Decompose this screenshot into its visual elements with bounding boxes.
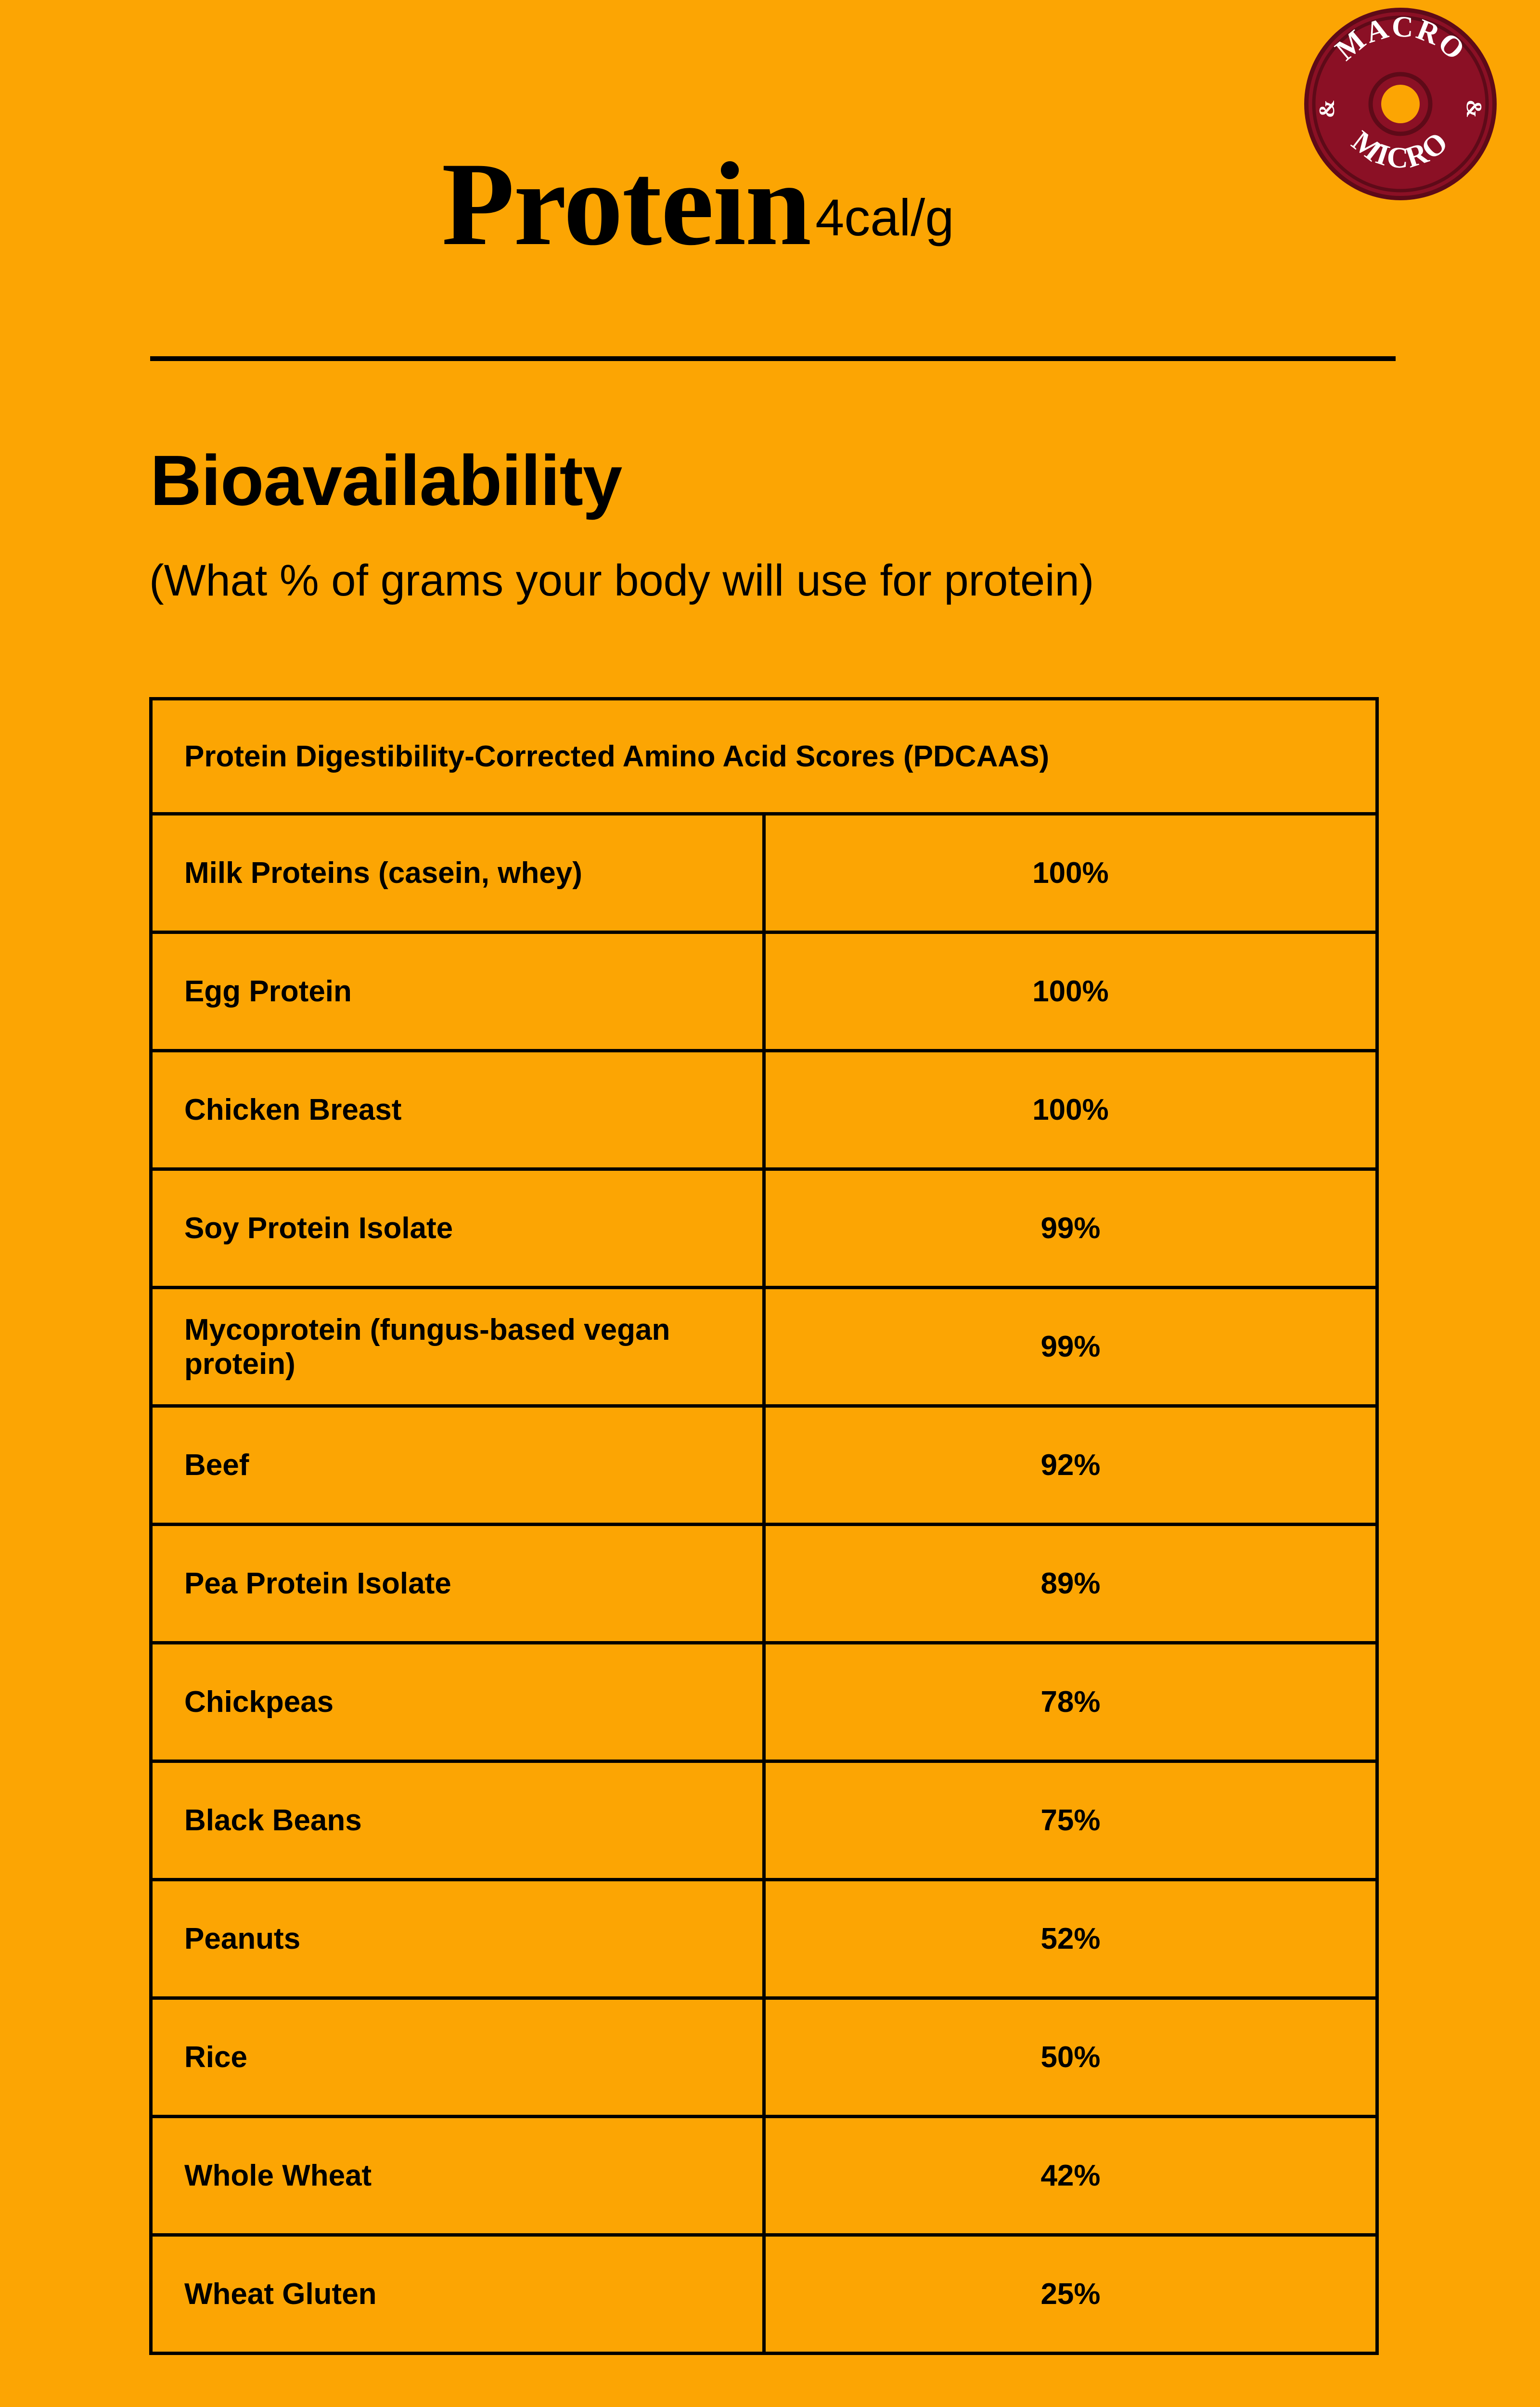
pdcaas-score-value: 99% (762, 1286, 1379, 1408)
protein-source-name: Soy Protein Isolate (149, 1167, 766, 1289)
table-body: Milk Proteins (casein, whey) 100% Egg Prot… (149, 812, 1379, 2355)
protein-source-name: Wheat Gluten (149, 2233, 766, 2355)
table-head: Protein Digestibility-Corrected Amino Ac… (149, 697, 1379, 815)
table-row: Beef 92% (149, 1404, 1379, 1526)
protein-source-name: Black Beans (149, 1760, 766, 1881)
table-header-title: Protein Digestibility-Corrected Amino Ac… (149, 697, 1379, 815)
pdcaas-score-value: 100% (762, 1049, 1379, 1171)
table-row: Black Beans 75% (149, 1760, 1379, 1881)
logo-left-ampersand: & (1314, 100, 1339, 118)
pdcaas-score-value: 100% (762, 931, 1379, 1052)
pdcaas-score-value: 100% (762, 812, 1379, 934)
table-row: Milk Proteins (casein, whey) 100% (149, 812, 1379, 934)
pdcaas-score-value: 92% (762, 1404, 1379, 1526)
section-heading: Bioavailability (150, 441, 622, 520)
pdcaas-table-container: Protein Digestibility-Corrected Amino Ac… (149, 697, 1379, 2355)
table-row: Egg Protein 100% (149, 931, 1379, 1052)
protein-source-name: Beef (149, 1404, 766, 1526)
table-row: Soy Protein Isolate 99% (149, 1167, 1379, 1289)
table-row: Whole Wheat 42% (149, 2115, 1379, 2237)
pdcaas-table: Protein Digestibility-Corrected Amino Ac… (149, 697, 1379, 2355)
logo-right-ampersand: & (1462, 100, 1487, 118)
table-row: Chickpeas 78% (149, 1641, 1379, 1763)
pdcaas-score-value: 78% (762, 1641, 1379, 1763)
protein-source-name: Egg Protein (149, 931, 766, 1052)
table-row: Peanuts 52% (149, 1878, 1379, 2000)
protein-source-name: Rice (149, 1996, 766, 2118)
section-subheading: (What % of grams your body will use for … (149, 556, 1094, 605)
pdcaas-score-value: 52% (762, 1878, 1379, 2000)
table-row: Wheat Gluten 25% (149, 2233, 1379, 2355)
page-title: Protein (441, 138, 812, 270)
pdcaas-score-value: 50% (762, 1996, 1379, 2118)
pdcaas-score-value: 25% (762, 2233, 1379, 2355)
weight-plate-icon: MACRO MICRO & & (1304, 8, 1497, 200)
title-divider (150, 356, 1396, 361)
protein-source-name: Whole Wheat (149, 2115, 766, 2237)
table-row: Chicken Breast 100% (149, 1049, 1379, 1171)
macro-micro-logo: MACRO MICRO & & (1303, 7, 1498, 201)
table-row: Rice 50% (149, 1996, 1379, 2118)
pdcaas-score-value: 99% (762, 1167, 1379, 1289)
protein-source-name: Mycoprotein (fungus-based vegan protein) (149, 1286, 766, 1408)
table-row: Pea Protein Isolate 89% (149, 1523, 1379, 1644)
protein-source-name: Pea Protein Isolate (149, 1523, 766, 1644)
pdcaas-score-value: 89% (762, 1523, 1379, 1644)
calorie-note: 4cal/g (815, 188, 954, 246)
pdcaas-score-value: 42% (762, 2115, 1379, 2237)
table-row: Mycoprotein (fungus-based vegan protein)… (149, 1286, 1379, 1408)
page-title-row: Protein4cal/g (0, 144, 1396, 264)
protein-source-name: Peanuts (149, 1878, 766, 2000)
table-header-row: Protein Digestibility-Corrected Amino Ac… (149, 697, 1379, 815)
protein-source-name: Chicken Breast (149, 1049, 766, 1171)
pdcaas-score-value: 75% (762, 1760, 1379, 1881)
protein-source-name: Milk Proteins (casein, whey) (149, 812, 766, 934)
protein-source-name: Chickpeas (149, 1641, 766, 1763)
